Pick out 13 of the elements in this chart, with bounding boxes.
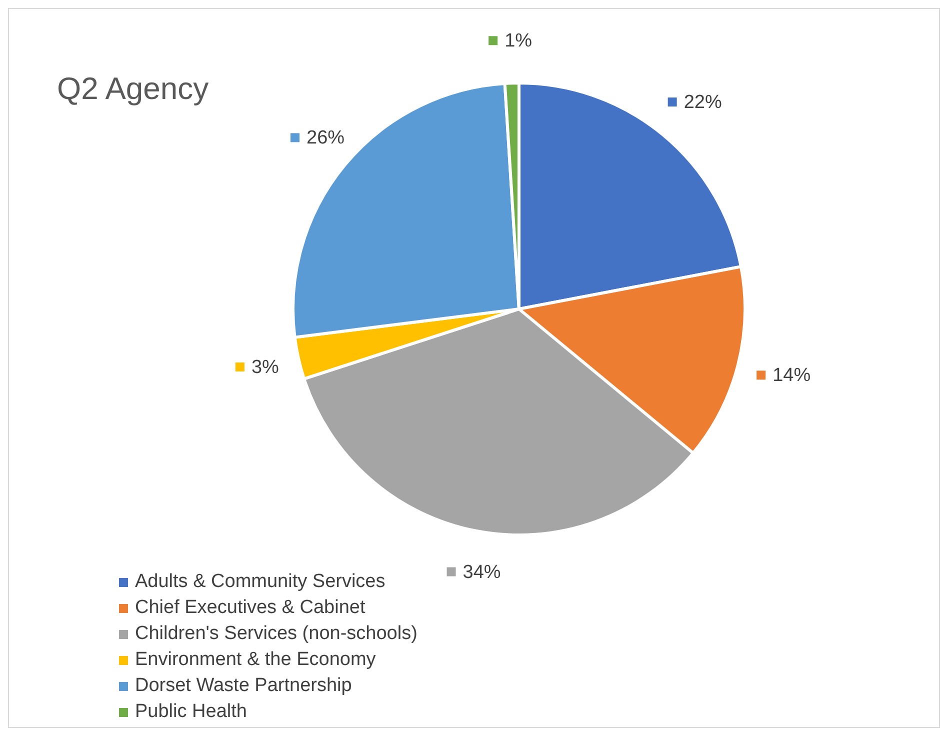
legend-label: Dorset Waste Partnership (135, 674, 352, 698)
legend-label: Children's Services (non-schools) (135, 622, 418, 646)
data-label: 1% (504, 30, 532, 52)
legend-label: Adults & Community Services (135, 570, 386, 594)
data-label: 26% (306, 128, 345, 149)
data-label: 34% (462, 562, 501, 583)
data-label: 22% (684, 92, 722, 113)
data-label: 3% (251, 356, 280, 378)
legend-label: Environment & the Economy (135, 648, 376, 672)
legend-label: Chief Executives & Cabinet (135, 596, 366, 620)
legend-label: Public Health (135, 700, 247, 724)
text: Q2 Agency (57, 71, 209, 107)
data-label: 14% (772, 365, 811, 386)
